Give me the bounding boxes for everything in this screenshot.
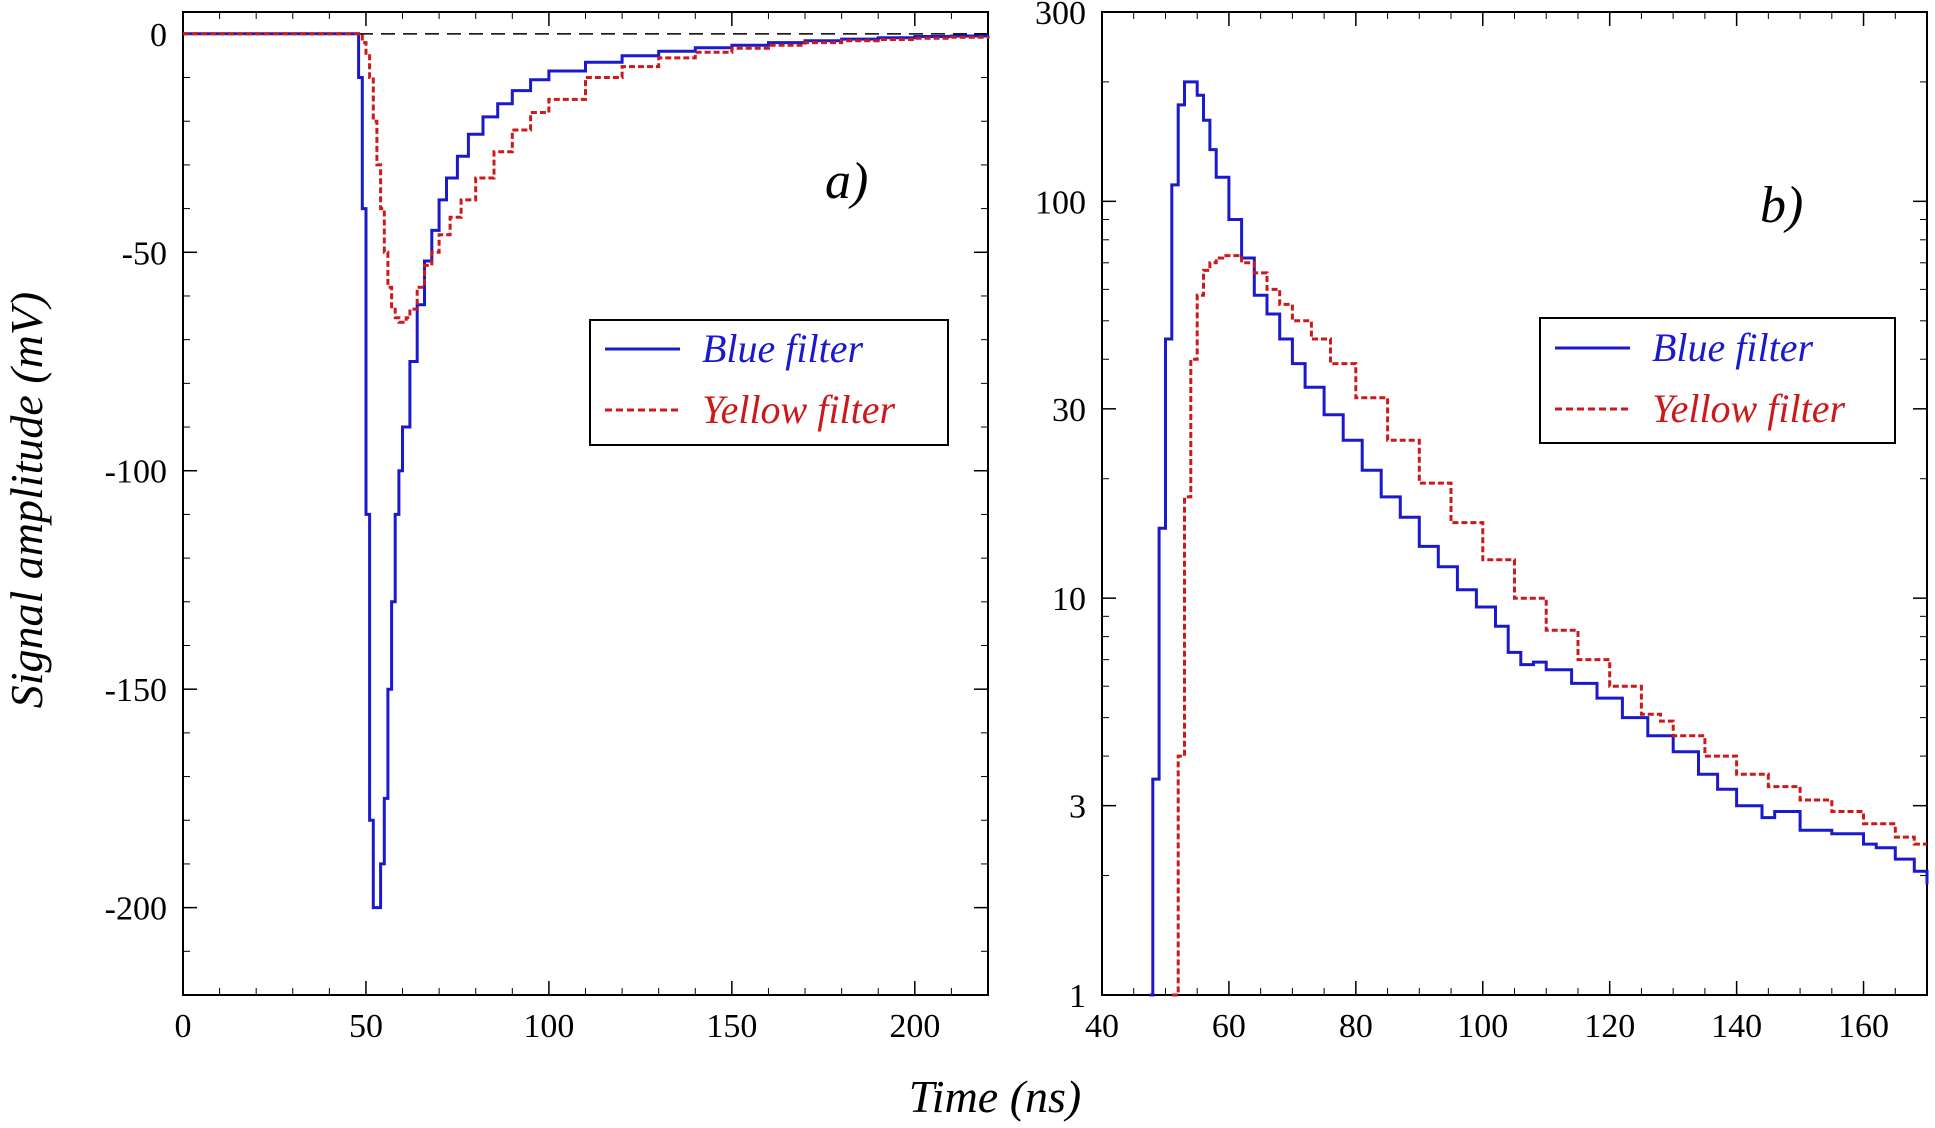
panel-a-xtick-label: 200 (889, 1008, 940, 1045)
panel-a-legend: Blue filter Yellow filter (589, 319, 949, 446)
panel-b-xtick-label: 120 (1584, 1008, 1635, 1045)
panel-b-series (1149, 80, 1929, 997)
panel-b-ytick-label: 10 (1052, 581, 1086, 618)
panel-a: 0 50 100 150 200 0 -50 -100 -150 -200 a) Signal a… (1, 11, 990, 1045)
panel-a-ytick-label: -150 (105, 672, 167, 709)
panel-b-xtick-label: 100 (1457, 1008, 1508, 1045)
panel-a-ytick-label: -100 (105, 454, 167, 491)
shared-xlabel: Time (ns) (909, 1071, 1082, 1122)
panel-b-legend-blue-label: Blue filter (1652, 325, 1814, 370)
panel-b-series-yellow (1171, 254, 1927, 997)
panel-a-ylabel: Signal amplitude (mV) (1, 292, 52, 709)
panel-b-xtick-label: 140 (1711, 1008, 1762, 1045)
panel-b-ytick-label: 30 (1052, 392, 1086, 429)
panel-b-ytick-label: 1 (1069, 978, 1086, 1015)
panel-b-xtick-label: 80 (1339, 1008, 1373, 1045)
panel-b-xtick-label: 60 (1212, 1008, 1246, 1045)
panel-b-xtick-label: 40 (1085, 1008, 1119, 1045)
panel-b: 40 60 80 100 120 140 160 1 3 10 30 100 300 b) Blue f… (1035, 0, 1929, 1045)
panel-a-ticks: 0 50 100 150 200 0 -50 -100 -150 -200 (105, 12, 989, 1045)
panel-a-legend-blue-label: Blue filter (702, 326, 864, 371)
panel-b-label: b) (1760, 177, 1803, 234)
panel-a-legend-yellow-label: Yellow filter (702, 387, 895, 432)
panel-b-frame (1101, 11, 1928, 996)
panel-b-legend-yellow-label: Yellow filter (1652, 386, 1845, 431)
panel-a-series-blue (183, 32, 990, 910)
panel-a-xtick-label: 50 (349, 1008, 383, 1045)
panel-a-series (183, 32, 990, 910)
panel-b-xtick-label: 160 (1838, 1008, 1889, 1045)
panel-b-legend-box (1539, 317, 1896, 444)
panel-a-legend-box (589, 319, 949, 446)
panel-b-legend: Blue filter Yellow filter (1539, 317, 1896, 444)
panel-a-ytick-label: 0 (150, 17, 167, 54)
panel-a-xtick-label: 100 (523, 1008, 574, 1045)
panel-b-series-blue (1149, 80, 1929, 997)
panel-b-ytick-label: 3 (1069, 789, 1086, 826)
panel-a-ytick-label: -50 (122, 235, 167, 272)
panel-a-series-yellow (183, 32, 990, 324)
panel-a-xtick-label: 150 (706, 1008, 757, 1045)
panel-a-label: a) (825, 153, 868, 210)
panel-a-xtick-label: 0 (175, 1008, 192, 1045)
panel-b-ytick-label: 300 (1035, 0, 1086, 32)
panel-b-ytick-label: 100 (1035, 184, 1086, 221)
panel-a-ytick-label: -200 (105, 891, 167, 928)
panel-b-ticks: 40 60 80 100 120 140 160 1 3 10 30 100 300 (1035, 0, 1928, 1045)
